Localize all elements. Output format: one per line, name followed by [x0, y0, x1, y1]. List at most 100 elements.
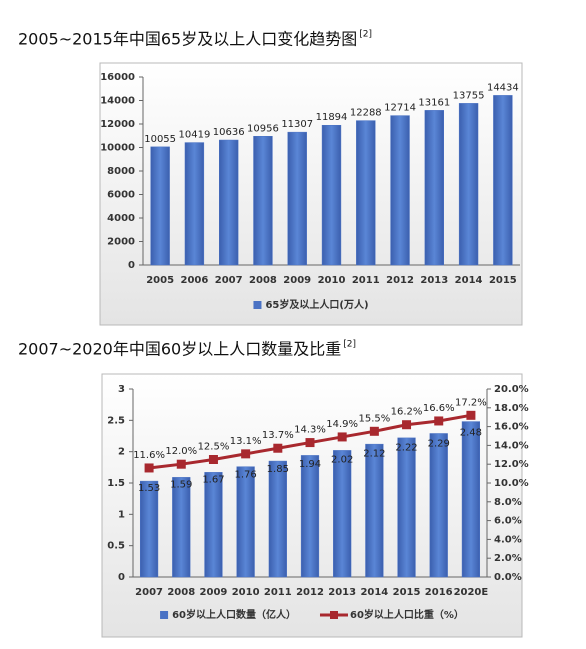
x-tick-label: 2015 — [489, 275, 517, 286]
x-tick-label: 2008 — [249, 275, 277, 286]
y2-tick-label: 14.0% — [494, 440, 529, 451]
y-tick-label: 2000 — [107, 237, 135, 248]
data-label: 2.29 — [428, 439, 450, 450]
y2-tick-label: 20.0% — [494, 384, 529, 395]
x-tick-label: 2010 — [318, 275, 346, 286]
x-tick-label: 2007 — [215, 275, 243, 286]
bar — [204, 472, 223, 578]
bar — [365, 443, 384, 578]
bar — [184, 142, 205, 266]
data-label: 1.85 — [267, 464, 289, 475]
bar — [172, 477, 191, 578]
line-marker — [241, 449, 251, 459]
line-marker — [305, 438, 315, 448]
data-label: 16.2% — [391, 407, 423, 418]
y2-tick-label: 0.0% — [494, 572, 522, 583]
legend-swatch — [160, 611, 169, 619]
chart-title: 2007~2020年中国60岁以上人口数量及比重 — [18, 340, 341, 359]
data-label: 12.5% — [198, 442, 230, 453]
x-tick-label: 2009 — [200, 587, 228, 598]
bar — [493, 95, 513, 266]
data-label: 1.67 — [202, 475, 224, 486]
legend-swatch — [253, 301, 262, 309]
y-tick-label: 12000 — [100, 119, 135, 130]
data-label: 2.12 — [363, 448, 385, 459]
x-tick-label: 2005 — [146, 275, 174, 286]
bar — [424, 110, 444, 266]
bar — [461, 421, 481, 578]
y-tick-label: 1.5 — [107, 478, 125, 489]
x-tick-label: 2014 — [455, 275, 483, 286]
chart-frame — [99, 62, 523, 326]
x-tick-label: 2006 — [180, 275, 208, 286]
line-marker — [434, 416, 444, 426]
data-label: 17.2% — [455, 397, 487, 408]
y-tick-label: 0 — [128, 260, 135, 271]
data-label: 1.59 — [170, 479, 192, 490]
x-tick-label: 2015 — [393, 587, 421, 598]
line-marker — [144, 463, 154, 473]
bar — [333, 450, 352, 578]
y2-tick-label: 10.0% — [494, 478, 529, 489]
data-label: 13161 — [418, 97, 450, 108]
x-tick-label: 2011 — [264, 587, 292, 598]
y-tick-label: 2 — [118, 447, 125, 458]
data-label: 1.94 — [299, 459, 321, 470]
y2-tick-label: 2.0% — [494, 553, 522, 564]
data-label: 2.22 — [395, 443, 417, 454]
y2-tick-label: 18.0% — [494, 403, 529, 414]
legend: 65岁及以上人口(万人) — [253, 298, 369, 311]
x-tick-label: 2013 — [328, 587, 356, 598]
data-label: 11.6% — [133, 450, 165, 461]
y2-tick-label: 6.0% — [494, 516, 522, 527]
data-label: 10419 — [179, 130, 211, 141]
x-tick-label: 2010 — [232, 587, 260, 598]
y2-tick-label: 4.0% — [494, 534, 522, 545]
bar — [139, 480, 159, 578]
y2-tick-label: 16.0% — [494, 422, 529, 433]
data-label: 10956 — [247, 123, 279, 134]
y-tick-label: 2.5 — [107, 415, 125, 426]
data-label: 10636 — [213, 127, 245, 138]
line-marker — [337, 432, 347, 442]
x-tick-label: 2011 — [352, 275, 380, 286]
x-tick-label: 2012 — [386, 275, 414, 286]
data-label: 15.5% — [358, 413, 390, 424]
line-marker — [402, 420, 412, 430]
x-tick-label: 2013 — [420, 275, 448, 286]
y-tick-label: 0 — [118, 572, 125, 583]
x-tick-label: 2020E — [454, 587, 489, 598]
data-label: 13755 — [453, 90, 485, 101]
data-label: 1.53 — [138, 483, 160, 494]
bar — [253, 136, 273, 266]
bar — [458, 103, 479, 266]
bar — [390, 115, 410, 266]
data-label: 11894 — [316, 112, 348, 123]
bar — [356, 120, 376, 266]
line-marker — [369, 426, 379, 436]
data-label: 12714 — [384, 103, 416, 114]
data-label: 13.7% — [262, 430, 294, 441]
legend-marker — [329, 611, 338, 619]
legend-label: 60岁以上人口数量（亿人） — [172, 608, 296, 621]
line-marker — [273, 443, 283, 453]
line-marker — [466, 410, 476, 420]
data-label: 14.9% — [326, 419, 358, 430]
legend-label: 60岁以上人口比重（%） — [350, 608, 464, 621]
data-label: 13.1% — [230, 436, 262, 447]
bar — [150, 146, 170, 266]
legend: 60岁以上人口数量（亿人） 60岁以上人口比重（%） — [160, 608, 464, 621]
y-tick-label: 14000 — [100, 96, 135, 107]
bar — [236, 466, 255, 578]
x-tick-label: 2012 — [296, 587, 324, 598]
bar — [300, 455, 320, 578]
bar — [397, 437, 416, 578]
x-tick-label: 2008 — [167, 587, 195, 598]
y-tick-label: 8000 — [107, 166, 135, 177]
y-tick-label: 3 — [118, 384, 125, 395]
bar — [287, 131, 307, 266]
y-tick-label: 4000 — [107, 213, 135, 224]
x-tick-label: 2009 — [283, 275, 311, 286]
